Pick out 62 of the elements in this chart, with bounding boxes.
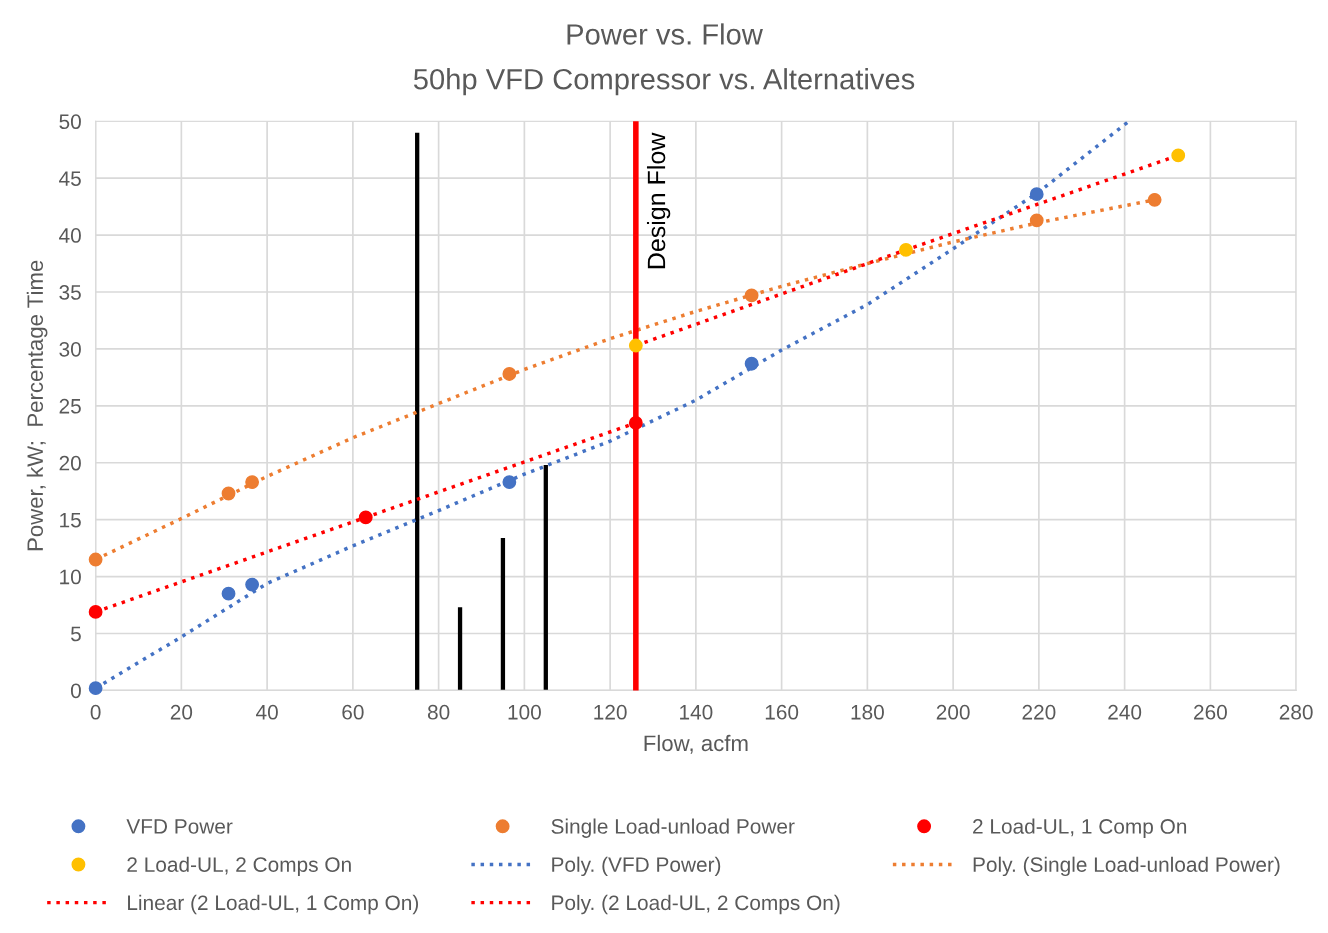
legend-label: Single Load-unload Power (551, 818, 795, 838)
point (1147, 192, 1162, 207)
x-tick-label: 200 (936, 704, 970, 720)
x-tick-label: 140 (680, 704, 713, 720)
point (245, 577, 260, 592)
bar (500, 537, 506, 691)
point (1029, 187, 1044, 202)
y-tick-label: 40 (59, 228, 81, 243)
x-tick-label: 100 (508, 704, 541, 720)
x-tick-label: 20 (170, 704, 193, 720)
legend-label: Poly. (2 Load-UL, 2 Comps On) (552, 894, 840, 915)
legend-label: 2 Load-UL, 1 Comp On (973, 818, 1187, 838)
ref-line-label: Design Flow (646, 132, 671, 269)
point (221, 486, 236, 501)
point (358, 510, 373, 525)
legend-label: Linear (2 Load-UL, 1 Comp On) (128, 894, 419, 915)
y-tick-label: 20 (59, 455, 81, 471)
x-axis-title: Flow, acfm (644, 734, 748, 754)
x-tick-label: 220 (1022, 704, 1056, 720)
x-tick-label: 60 (342, 704, 364, 720)
point (899, 243, 913, 257)
point (88, 552, 103, 567)
legend-label: Poly. (Single Load-unload Power) (973, 856, 1280, 877)
point (628, 338, 643, 353)
y-tick-label: 5 (70, 626, 81, 642)
x-tick-label: 160 (765, 704, 799, 720)
x-tick-label: 80 (427, 704, 450, 720)
point (1171, 148, 1186, 163)
y-tick-label: 25 (59, 398, 81, 414)
point (88, 604, 103, 619)
bar (543, 465, 548, 691)
bar (457, 607, 463, 691)
bar (415, 132, 420, 691)
chart-subtitle: 50hp VFD Compressor vs. Alternatives (413, 68, 915, 96)
point (245, 475, 260, 490)
x-tick-label: 280 (1279, 704, 1313, 720)
point (88, 681, 103, 696)
y-tick-label: 10 (60, 569, 81, 585)
point (502, 367, 517, 381)
x-tick-label: 120 (594, 704, 627, 720)
point (1029, 213, 1044, 228)
point (628, 416, 643, 430)
y-tick-label: 35 (59, 285, 81, 300)
x-tick-label: 180 (851, 704, 884, 720)
point (221, 586, 236, 601)
point (502, 475, 517, 490)
y-tick-label: 30 (59, 341, 81, 357)
x-tick-label: 260 (1194, 704, 1227, 720)
y-tick-label: 15 (60, 512, 81, 528)
point (744, 288, 759, 303)
x-tick-label: 40 (256, 704, 278, 720)
y-axis-title: Power, kW; Percentage Time (26, 260, 48, 551)
legend-label: VFD Power (126, 819, 233, 834)
legend-label: Poly. (VFD Power) (552, 856, 721, 877)
point (744, 356, 759, 371)
y-tick-label: 50 (59, 114, 81, 130)
legend-label: 2 Load-UL, 2 Comps On (127, 856, 351, 877)
x-tick-label: 240 (1108, 704, 1142, 720)
y-tick-label: 0 (70, 683, 81, 699)
y-tick-label: 45 (59, 171, 81, 186)
chart-title: Power vs. Flow (567, 23, 763, 45)
x-tick-label: 0 (90, 704, 101, 720)
